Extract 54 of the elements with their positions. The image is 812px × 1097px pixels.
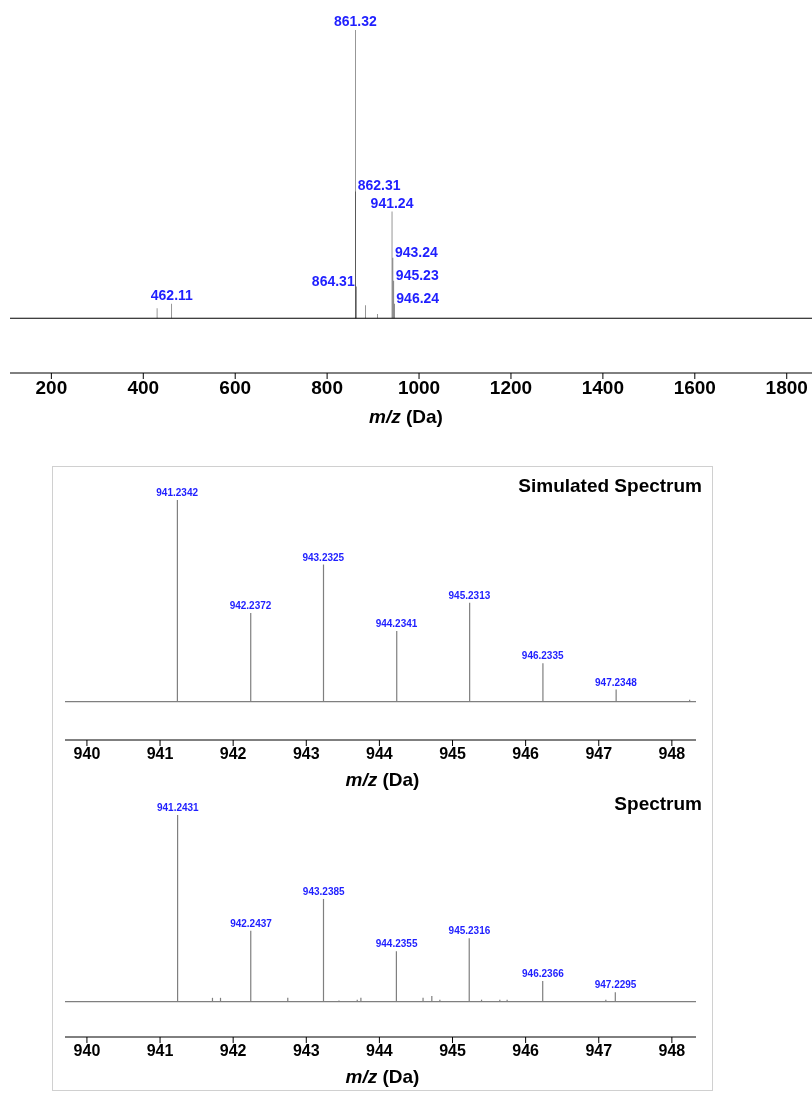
- x-tick-label: 940: [73, 745, 101, 763]
- x-tick-label: 946: [512, 1042, 540, 1060]
- annotation: 947.2348: [595, 676, 638, 688]
- annotation: 862.31: [357, 177, 401, 194]
- x-tick-label: 600: [219, 377, 252, 399]
- chart-title: Spectrum: [614, 793, 702, 815]
- annotation: 864.31: [311, 272, 355, 289]
- annotation: 943.24: [394, 243, 438, 260]
- x-tick-label: 942: [219, 745, 247, 763]
- x-tick-label: 941: [146, 1042, 174, 1060]
- x-tick-label: 200: [35, 377, 68, 399]
- chart-title: Simulated Spectrum: [518, 475, 702, 497]
- annotation: 945.2313: [448, 589, 491, 601]
- x-tick-label: 948: [658, 745, 686, 763]
- x-tick-label: 947: [585, 745, 613, 763]
- x-tick-label: 946: [512, 745, 540, 763]
- annotation: 941.2431: [156, 802, 200, 813]
- annotation: 861.32: [333, 13, 377, 29]
- annotation: 945.23: [395, 266, 439, 283]
- annotation: 462.11: [150, 286, 194, 303]
- x-tick-label: 945: [439, 745, 466, 763]
- x-tick-label: 942: [219, 1042, 247, 1060]
- x-tick-label: 940: [73, 1042, 101, 1060]
- annotation: 945.2316: [448, 925, 491, 937]
- annotation: 943.2325: [302, 551, 345, 563]
- annotation: 941.2342: [156, 487, 199, 498]
- x-axis-title: m/z (Da): [344, 768, 421, 792]
- x-tick-label: 944: [366, 1042, 393, 1060]
- x-tick-label: 400: [127, 377, 160, 399]
- x-tick-label: 1000: [397, 377, 441, 399]
- x-tick-label: 943: [292, 745, 320, 763]
- x-tick-label: 1800: [765, 377, 808, 399]
- x-tick-label: 941: [146, 745, 174, 763]
- annotation: 942.2372: [229, 599, 272, 611]
- annotation: 946.24: [396, 289, 440, 306]
- x-tick-label: 944: [366, 745, 393, 763]
- x-axis-title: m/z (Da): [368, 405, 444, 429]
- x-tick-label: 1400: [581, 377, 625, 399]
- x-tick-label: 947: [585, 1042, 613, 1060]
- x-tick-label: 1600: [673, 377, 716, 399]
- annotation: 946.2366: [522, 968, 565, 980]
- x-tick-label: 800: [311, 377, 343, 399]
- x-axis-title: m/z (Da): [344, 1065, 421, 1089]
- annotation: 944.2341: [375, 618, 418, 630]
- annotation: 944.2355: [375, 938, 418, 950]
- x-tick-label: 1200: [489, 377, 533, 399]
- x-tick-label: 945: [439, 1042, 466, 1060]
- annotation: 946.2335: [521, 650, 564, 662]
- annotation: 941.24: [370, 194, 414, 211]
- x-tick-label: 948: [658, 1042, 686, 1060]
- x-tick-label: 943: [292, 1042, 320, 1060]
- annotation: 943.2385: [302, 885, 346, 897]
- annotation: 942.2437: [230, 917, 273, 929]
- annotation: 947.2295: [594, 979, 637, 991]
